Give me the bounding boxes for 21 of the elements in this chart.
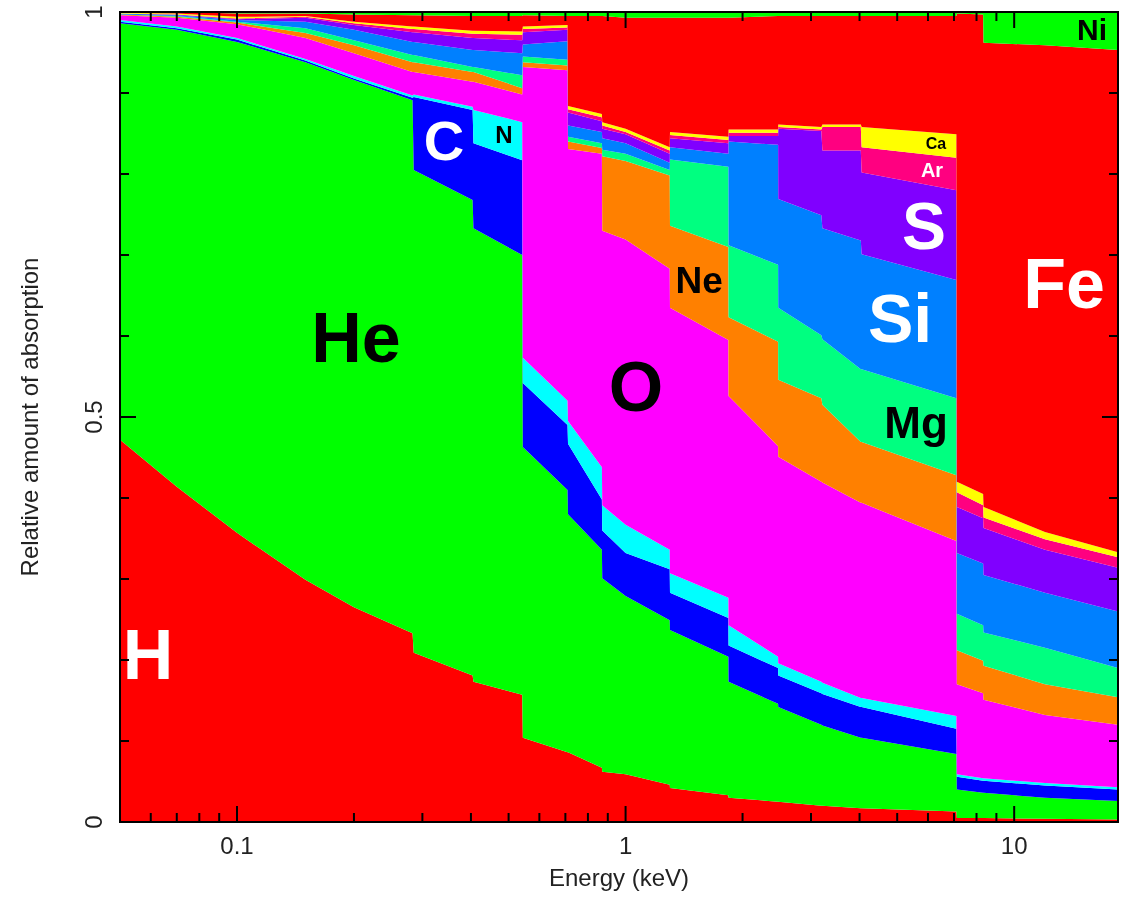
y-tick-label: 1 <box>80 5 107 19</box>
series-label: Fe <box>1023 244 1105 323</box>
y-tick-label: 0 <box>80 815 107 829</box>
series-label: Ca <box>925 135 947 153</box>
y-tick-label: 0.5 <box>80 400 107 434</box>
y-axis-title: Relative amount of absorption <box>16 257 43 577</box>
series-label: H <box>122 616 174 695</box>
series-label: Si <box>867 280 933 357</box>
series-label: O <box>608 348 664 427</box>
series-label: Ne <box>675 259 723 302</box>
series-label: Mg <box>884 398 948 448</box>
legend-label: Ni <box>1077 12 1107 46</box>
x-axis-title: Energy (keV) <box>548 864 690 891</box>
series-label: Ar <box>920 158 944 181</box>
series-label: C <box>423 109 465 173</box>
series-label: He <box>311 299 401 378</box>
x-tick-label: 1 <box>618 832 633 859</box>
series-label: S <box>901 189 947 264</box>
x-tick-label: 0.1 <box>220 832 254 859</box>
x-tick-label: 10 <box>1000 832 1028 859</box>
series-label: N <box>495 121 513 149</box>
